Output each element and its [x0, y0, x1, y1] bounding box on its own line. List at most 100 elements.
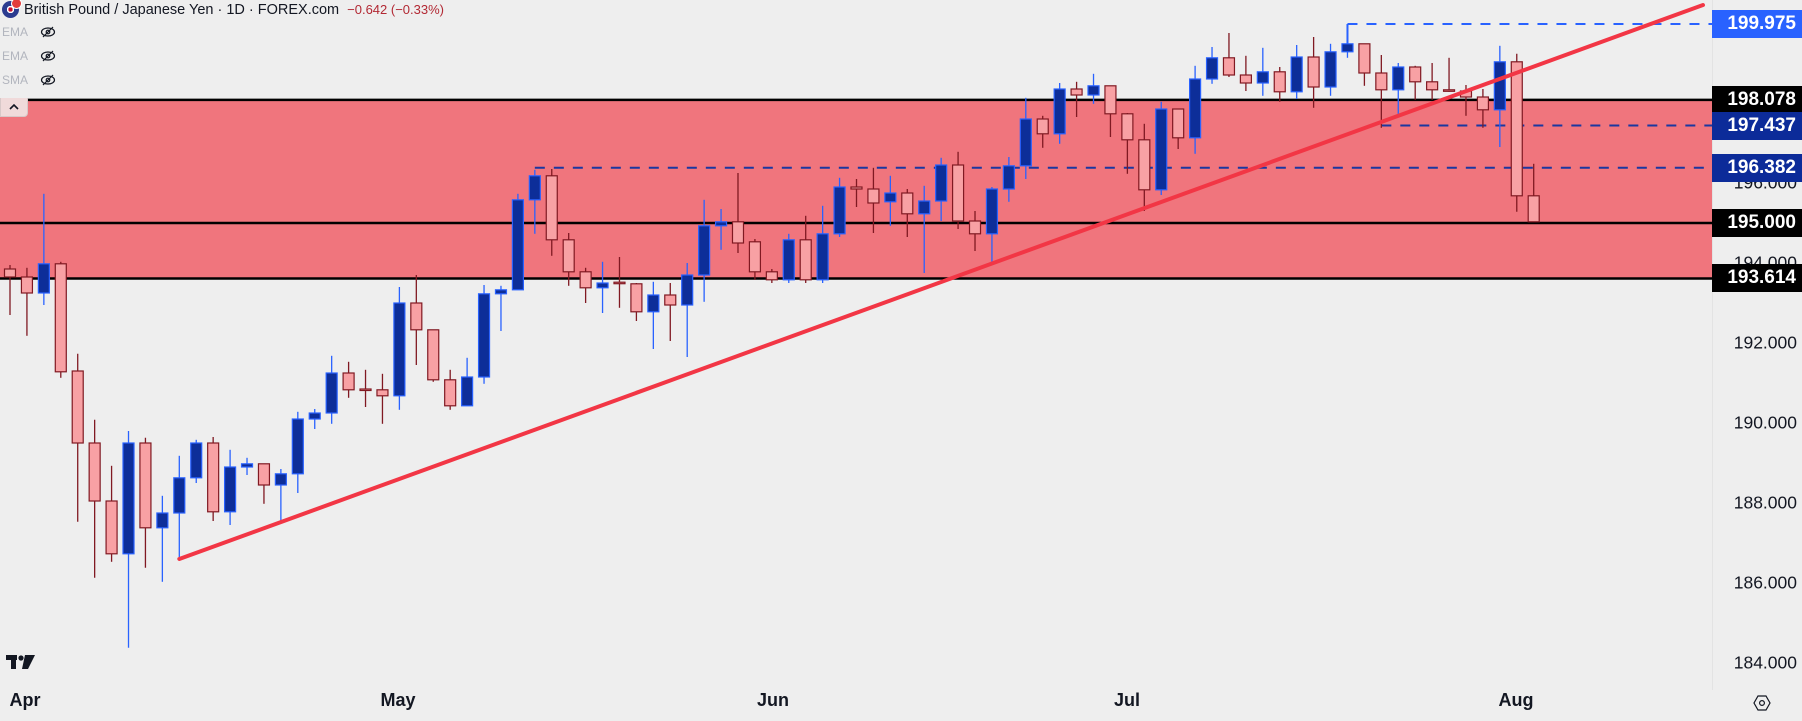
price-tick-label: 186.000	[1733, 572, 1797, 593]
bearish-candle	[444, 379, 457, 407]
price-change: −0.642 (−0.33%)	[347, 2, 444, 17]
indicator-label: SMA	[2, 73, 29, 87]
bearish-candle	[1138, 139, 1151, 191]
chart-settings-icon[interactable]	[1752, 693, 1772, 713]
bearish-candle	[1510, 61, 1523, 197]
time-axis-label: Jun	[756, 690, 790, 710]
bearish-candle	[20, 276, 34, 294]
bearish-candle	[850, 186, 863, 190]
bullish-candle	[816, 233, 829, 281]
bullish-candle	[1205, 57, 1219, 80]
bullish-candle	[698, 225, 711, 276]
bearish-candle	[579, 271, 592, 289]
price-level-label: 197.437	[1712, 111, 1802, 140]
bearish-candle	[664, 294, 677, 306]
bullish-candle	[461, 376, 474, 407]
bearish-candle	[1239, 74, 1252, 84]
bearish-candle	[799, 239, 812, 281]
bullish-candle	[308, 412, 321, 420]
eye-hidden-icon[interactable]	[40, 74, 56, 86]
bearish-candle	[1409, 66, 1422, 83]
candlestick-chart[interactable]	[0, 0, 1712, 690]
indicator-label: EMA	[2, 25, 29, 39]
bullish-candle	[833, 186, 846, 235]
symbol-title: British Pound / Japanese Yen · 1D · FORE…	[24, 1, 340, 18]
bullish-candle	[596, 282, 609, 289]
bearish-candle	[105, 500, 118, 555]
bearish-candle	[376, 389, 389, 397]
bearish-candle	[1104, 85, 1117, 115]
bullish-candle	[393, 302, 406, 397]
bullish-candle	[528, 175, 541, 201]
indicator-sma[interactable]: SMA	[2, 73, 56, 87]
eye-hidden-icon[interactable]	[40, 50, 56, 62]
bullish-candle	[477, 293, 491, 378]
bearish-candle	[1222, 57, 1236, 76]
price-level-label: 195.000	[1712, 209, 1802, 237]
price-level-label: 199.975	[1712, 10, 1802, 38]
bullish-candle	[884, 192, 897, 203]
indicator-ema-1[interactable]: EMA	[2, 25, 56, 39]
bearish-candle	[71, 370, 84, 444]
bearish-candle	[1527, 195, 1540, 223]
bearish-candle	[342, 372, 355, 391]
bearish-candle	[748, 241, 762, 273]
tradingview-logo-icon[interactable]	[6, 654, 36, 670]
bearish-candle	[1036, 118, 1049, 135]
time-axis-label: May	[380, 690, 416, 710]
bullish-candle	[647, 294, 660, 313]
bearish-candle	[88, 442, 101, 502]
bearish-candle	[359, 388, 372, 392]
bearish-candle	[1476, 96, 1490, 111]
bullish-candle	[223, 466, 237, 513]
bearish-candle	[54, 263, 67, 373]
bullish-candle	[511, 199, 525, 291]
eye-hidden-icon[interactable]	[40, 26, 56, 38]
bearish-candle	[562, 239, 575, 273]
indicator-ema-2[interactable]: EMA	[2, 49, 56, 63]
bullish-candle	[1019, 118, 1032, 167]
bullish-candle	[1155, 108, 1168, 191]
bearish-candle	[3, 268, 17, 278]
time-axis-label: Apr	[9, 690, 41, 710]
ascending-trendline	[177, 3, 1705, 561]
bearish-candle	[765, 271, 778, 281]
bearish-candle	[613, 281, 626, 285]
bullish-candle	[1493, 61, 1506, 111]
indicator-label: EMA	[2, 49, 29, 63]
bullish-candle	[173, 477, 186, 514]
chevron-up-icon	[9, 103, 19, 110]
bullish-candle	[714, 221, 728, 227]
bullish-candle	[291, 418, 304, 475]
bullish-candle	[918, 200, 931, 215]
bearish-candle	[901, 192, 914, 215]
bearish-candle	[427, 329, 440, 381]
price-level-label: 193.614	[1712, 264, 1802, 293]
bearish-candle	[410, 302, 423, 331]
bearish-candle	[1070, 88, 1083, 96]
time-axis-label: Aug	[1498, 690, 1534, 710]
bullish-candle	[325, 372, 338, 414]
bullish-candle	[240, 463, 254, 468]
bullish-candle	[1087, 85, 1100, 96]
collapse-legend-button[interactable]	[0, 98, 28, 117]
price-level-label: 196.382	[1712, 153, 1802, 182]
bearish-candle	[630, 283, 643, 313]
symbol-header[interactable]: British Pound / Japanese Yen · 1D · FORE…	[2, 0, 444, 18]
bullish-candle	[985, 188, 999, 235]
price-tick-label: 192.000	[1733, 332, 1797, 353]
bullish-candle	[1324, 51, 1337, 88]
bullish-candle	[37, 263, 50, 294]
bearish-candle	[1375, 72, 1388, 91]
bullish-candle	[782, 239, 795, 281]
bearish-candle	[257, 463, 271, 486]
bullish-candle	[1290, 56, 1303, 93]
bearish-candle	[1358, 43, 1371, 74]
price-tick-label: 190.000	[1733, 412, 1797, 433]
bullish-candle	[190, 442, 203, 479]
bullish-candle	[1392, 66, 1405, 91]
bearish-candle	[139, 442, 152, 529]
bullish-candle	[274, 473, 287, 486]
bearish-candle	[1426, 81, 1439, 91]
bullish-candle	[935, 164, 948, 202]
